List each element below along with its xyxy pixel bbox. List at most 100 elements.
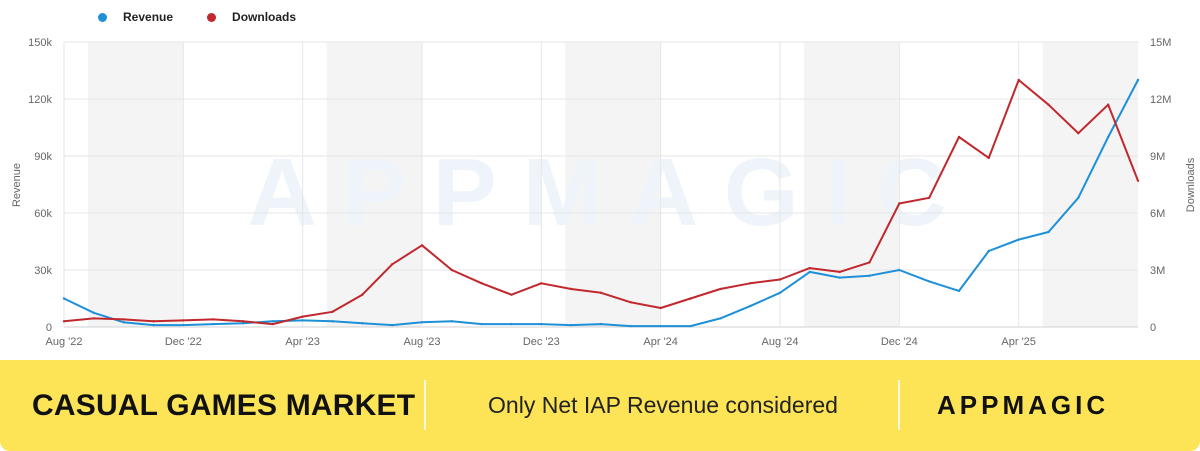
data-point-revenue: [361, 322, 364, 325]
banner-note: Only Net IAP Revenue considered: [488, 392, 838, 418]
data-point-downloads: [212, 318, 215, 321]
data-point-revenue: [928, 280, 931, 283]
data-point-revenue: [599, 322, 603, 326]
left-tick-label: 30k: [34, 265, 52, 277]
right-tick-label: 15M: [1150, 37, 1171, 49]
revenue-dot-icon: [98, 12, 107, 22]
left-tick-label: 0: [46, 322, 52, 334]
downloads-dot-icon: [207, 12, 217, 22]
data-point-downloads: [659, 306, 662, 310]
data-point-revenue: [271, 320, 274, 323]
chart-legend: Revenue Downloads: [98, 10, 296, 24]
data-point-revenue: [480, 322, 483, 326]
right-tick-label: 9M: [1150, 151, 1165, 163]
x-tick-label: Aug '22: [46, 336, 83, 348]
x-tick-label: Dec '23: [523, 336, 560, 348]
data-point-downloads: [391, 263, 394, 266]
x-tick-label: Apr '25: [1001, 336, 1036, 348]
data-point-downloads: [868, 261, 871, 264]
data-point-downloads: [450, 268, 453, 272]
data-point-downloads: [957, 135, 961, 139]
left-axis-title: Revenue: [11, 163, 23, 207]
data-point-downloads: [152, 320, 155, 323]
data-point-revenue: [331, 320, 334, 323]
data-point-revenue: [241, 322, 245, 325]
data-point-revenue: [808, 270, 811, 274]
data-point-downloads: [570, 287, 573, 291]
data-point-revenue: [868, 274, 871, 277]
legend-label-revenue: Revenue: [123, 10, 174, 24]
data-point-revenue: [212, 322, 215, 326]
data-point-downloads: [182, 319, 185, 322]
left-tick-label: 120k: [28, 94, 52, 106]
legend-label-downloads: Downloads: [232, 10, 297, 24]
right-tick-label: 6M: [1150, 208, 1165, 220]
left-tick-label: 150k: [28, 37, 52, 49]
x-tick-label: Dec '24: [881, 336, 918, 348]
banner-title: CASUAL GAMES MARKET: [32, 389, 416, 422]
data-point-revenue: [659, 324, 662, 328]
x-tick-label: Aug '24: [762, 336, 799, 348]
data-point-downloads: [629, 301, 632, 304]
data-point-downloads: [241, 320, 245, 323]
data-point-downloads: [719, 287, 722, 291]
x-tick-label: Apr '23: [285, 336, 320, 348]
legend-item-downloads[interactable]: Downloads: [207, 10, 296, 24]
data-point-revenue: [1077, 196, 1080, 199]
data-point-revenue: [987, 249, 990, 253]
chart-watermark: APPMAGIC: [247, 139, 972, 246]
shaded-bands: [88, 42, 1138, 327]
banner-divider-left: [424, 380, 426, 430]
data-point-revenue: [420, 321, 424, 324]
series-lines: [62, 78, 1140, 328]
x-tick-label: Aug '23: [404, 336, 441, 348]
right-tick-label: 12M: [1150, 94, 1171, 106]
data-point-downloads: [987, 156, 990, 160]
x-ticks: Aug '22 Dec '22 Apr '23 Aug '23 Dec '23 Apr '…: [46, 336, 1036, 348]
data-point-downloads: [301, 315, 304, 318]
data-point-downloads: [599, 291, 603, 294]
data-point-revenue: [391, 323, 394, 327]
data-point-downloads: [1136, 179, 1140, 182]
data-point-revenue: [450, 320, 453, 323]
data-point-downloads: [361, 293, 364, 296]
grid-lines: [63, 41, 1138, 328]
data-point-downloads: [510, 293, 513, 296]
data-point-revenue: [570, 323, 573, 327]
data-point-downloads: [331, 310, 334, 313]
data-point-revenue: [510, 322, 513, 326]
data-point-revenue: [92, 311, 96, 314]
data-point-revenue: [1047, 230, 1050, 234]
data-point-downloads: [689, 297, 692, 300]
data-point-downloads: [778, 278, 782, 281]
data-point-revenue: [898, 268, 901, 272]
shaded-band: [565, 42, 661, 327]
right-axis-title: Downloads: [1185, 157, 1197, 212]
data-point-downloads: [1047, 103, 1050, 106]
data-point-revenue: [629, 324, 632, 328]
data-point-revenue: [1017, 238, 1020, 241]
data-point-downloads: [540, 282, 543, 285]
data-point-revenue: [689, 324, 692, 328]
right-tick-label: 0: [1150, 322, 1156, 334]
legend-item-revenue[interactable]: Revenue: [98, 10, 173, 24]
data-point-downloads: [271, 322, 274, 326]
data-point-downloads: [122, 318, 125, 321]
data-point-revenue: [152, 323, 155, 327]
data-point-revenue: [540, 322, 543, 326]
data-point-revenue: [1136, 78, 1140, 82]
x-tick-label: Apr '24: [643, 336, 678, 348]
data-point-revenue: [778, 291, 782, 294]
data-point-revenue: [1107, 135, 1110, 139]
left-y-ticks: 0 30k 60k 90k 120k 150k: [28, 37, 52, 334]
data-point-downloads: [749, 282, 752, 285]
right-y-ticks: 0 3M 6M 9M 12M 15M: [1150, 37, 1171, 334]
appmagic-logo: APPMAGIC: [937, 390, 1110, 420]
banner-divider-right: [898, 380, 900, 430]
data-point-revenue: [749, 304, 752, 308]
x-tick-label: Dec '22: [165, 336, 202, 348]
left-tick-label: 60k: [34, 208, 52, 220]
data-point-downloads: [928, 196, 931, 199]
data-point-revenue: [957, 289, 961, 293]
right-tick-label: 3M: [1150, 265, 1165, 277]
